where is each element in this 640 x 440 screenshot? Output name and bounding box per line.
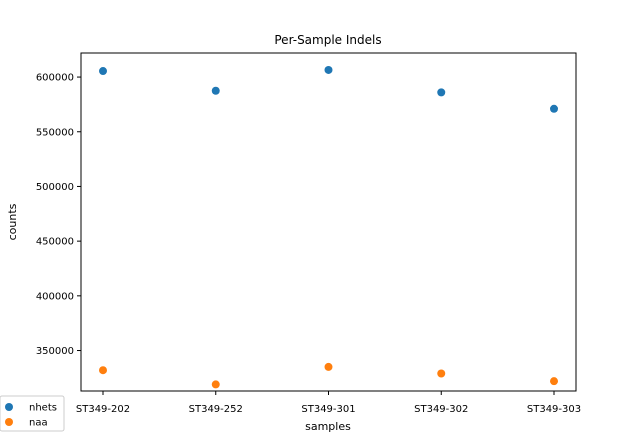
legend-label: naa: [29, 418, 48, 429]
y-tick-label: 600000: [36, 73, 74, 84]
legend-label: nhets: [29, 403, 57, 414]
legend-box: [0, 395, 65, 432]
data-point-nhets: [324, 65, 333, 74]
y-tick-label: 500000: [36, 182, 74, 193]
data-point-nhets: [437, 88, 446, 97]
data-point-naa: [550, 377, 558, 386]
data-point-naa: [324, 362, 333, 371]
legend-marker-naa: [5, 418, 13, 426]
x-tick-label: ST349-301: [301, 404, 355, 415]
x-axis: ST349-202 ST349-252 ST349-301 ST349-302 ST34…: [76, 391, 581, 415]
y-tick-label: 550000: [36, 127, 74, 138]
chart-title: Per-Sample Indels: [274, 33, 381, 47]
data-point-naa: [99, 366, 107, 375]
data-point-nhets: [211, 86, 220, 95]
y-tick-label: 450000: [36, 237, 74, 248]
x-tick-label: ST349-303: [527, 404, 581, 415]
data-point-naa: [211, 380, 220, 389]
y-axis-title: counts: [6, 203, 19, 240]
data-point-nhets: [99, 67, 107, 76]
plot-frame: [80, 52, 577, 392]
data-point-naa: [437, 369, 446, 378]
y-tick-label: 400000: [36, 291, 74, 302]
x-tick-label: ST349-202: [76, 404, 130, 415]
y-axis: 350000 400000 450000 500000 550000 600000: [36, 73, 81, 357]
x-axis-title: samples: [305, 420, 351, 433]
data-points: [99, 65, 558, 389]
x-tick-label: ST349-252: [189, 404, 243, 415]
y-tick-label: 350000: [36, 346, 74, 357]
legend: nhets naa: [0, 395, 65, 432]
x-tick-label: ST349-302: [414, 404, 468, 415]
data-point-nhets: [550, 104, 558, 113]
legend-marker-nhets: [5, 403, 13, 411]
